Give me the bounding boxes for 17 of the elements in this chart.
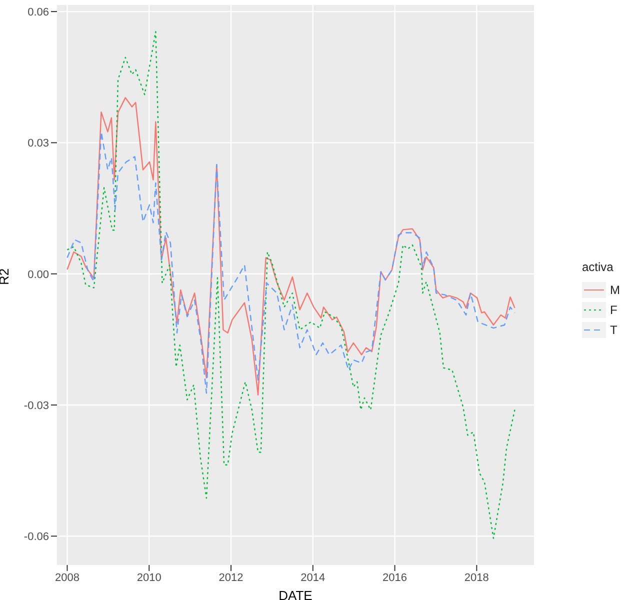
y-tick-label: -0.03 — [24, 400, 49, 412]
y-tick-label: -0.06 — [24, 531, 49, 544]
x-tick-label: 2016 — [382, 572, 408, 584]
x-axis-title: DATE — [278, 588, 313, 600]
x-tick-label: 2014 — [300, 572, 326, 584]
x-tick-label: 2008 — [54, 572, 80, 584]
y-tick-label: 0.03 — [28, 138, 49, 150]
x-tick-label: 2018 — [464, 572, 489, 584]
legend-label: F — [610, 303, 618, 317]
x-tick-label: 2010 — [136, 572, 162, 584]
x-tick-label: 2012 — [218, 572, 244, 584]
y-tick-label: 0.00 — [28, 268, 49, 281]
legend-label: T — [610, 323, 618, 337]
line-series — [66, 31, 516, 539]
legend-title: activa — [582, 260, 614, 274]
legend-label: M — [610, 283, 620, 297]
y-tick-label: 0.06 — [28, 6, 49, 18]
